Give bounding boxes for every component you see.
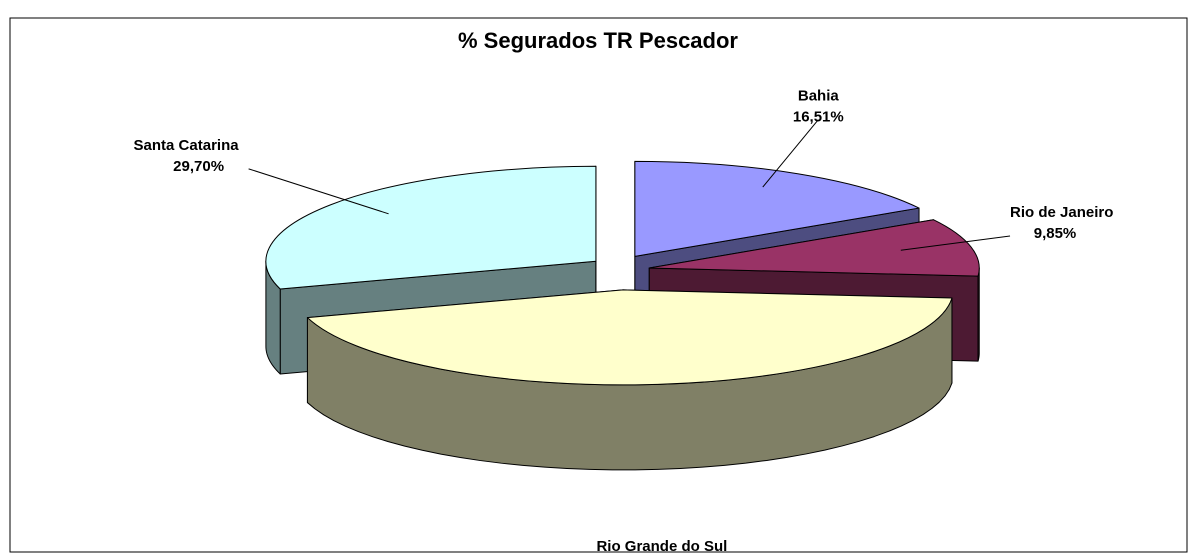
slice-value-label: 9,85% <box>1034 225 1077 242</box>
slice <box>265 165 597 290</box>
slice-label: Rio de Janeiro <box>1010 204 1113 221</box>
leader-line <box>762 119 819 188</box>
chart-title: % Segurados TR Pescador <box>458 28 738 53</box>
slice-label: Santa Catarina <box>134 137 240 154</box>
leader-line <box>900 235 1011 251</box>
slice-value-label: 29,70% <box>173 158 224 175</box>
slice <box>306 289 953 386</box>
slice-side <box>977 267 980 362</box>
slice <box>648 219 980 277</box>
slice <box>634 160 920 257</box>
leader-line <box>248 168 389 215</box>
slice-label: Bahia <box>798 88 840 105</box>
slice-label: Rio Grande do Sul <box>596 538 727 553</box>
slice-value-label: 16,51% <box>793 109 844 126</box>
chart-border <box>9 17 1188 553</box>
